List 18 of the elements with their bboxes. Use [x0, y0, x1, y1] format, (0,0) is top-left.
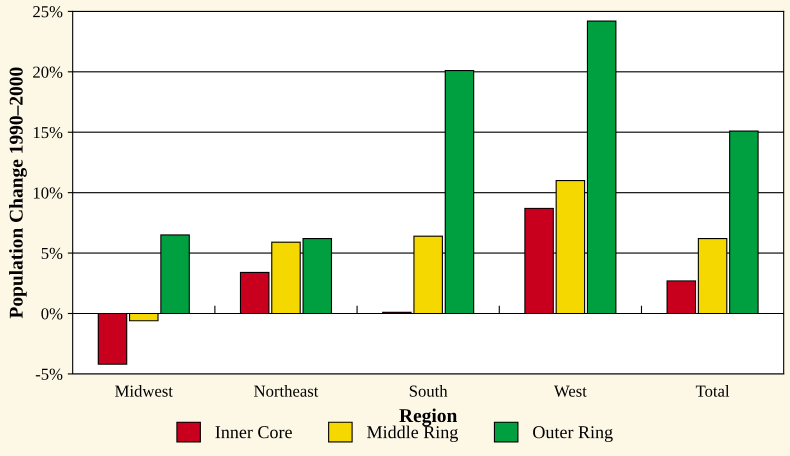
legend-label: Middle Ring	[367, 426, 458, 442]
x-tick-label: South	[410, 385, 448, 397]
y-tick-label: 15%	[34, 126, 62, 138]
x-tick-label: West	[554, 386, 587, 397]
y-tick-label: 10%	[34, 187, 62, 199]
bar	[666, 280, 696, 314]
y-tick-label: 25%	[33, 6, 62, 18]
x-tick-label: Total	[696, 385, 730, 397]
y-tick-label: 0%	[41, 308, 62, 320]
y-axis-title: Population Change 1990–2000	[9, 68, 27, 318]
legend-label: Outer Ring	[533, 426, 613, 442]
y-tick-label: -5%	[36, 368, 62, 380]
legend-label: Inner Core	[215, 426, 292, 438]
x-tick-label: Northeast	[254, 385, 318, 397]
x-axis-title: Region	[399, 408, 458, 426]
y-tick-label: 5%	[42, 248, 62, 260]
y-tick-label: 20%	[33, 66, 62, 78]
x-tick-label: Midwest	[115, 385, 173, 397]
